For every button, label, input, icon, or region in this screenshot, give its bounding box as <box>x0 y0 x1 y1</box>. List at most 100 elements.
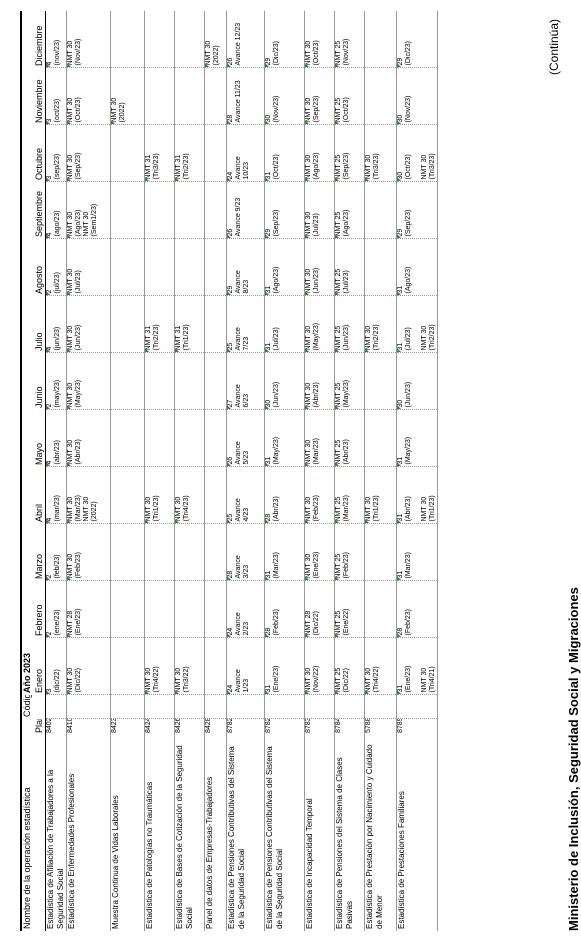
month-cell: NMT 30 (May/23) <box>66 353 111 410</box>
cell-line: (Ago/23) <box>75 209 82 237</box>
month-cell <box>174 182 205 239</box>
month-cell: 26 Avance 5/23 <box>226 410 265 467</box>
month-cell: 3 (oct/23) <box>45 68 67 125</box>
col-name-header: Nombre de la operación estadística <box>21 735 34 931</box>
cell-line: 4 <box>46 185 54 237</box>
cell-line: (Oct/23) <box>343 97 350 123</box>
cell-line: NMT 30 <box>305 641 313 693</box>
cell-line: (Tri4/22) <box>373 666 380 693</box>
cell-line: NMT 30 <box>83 496 90 522</box>
cell-line: (Mar/23) <box>343 495 350 522</box>
month-cell: NMT 30 (Abr/23) <box>304 353 335 410</box>
operation-code <box>45 695 67 719</box>
month-cell: 29 (Sep/23) <box>264 182 305 239</box>
cell-line: (Dic/23) <box>273 40 280 66</box>
month-header: Marzo <box>34 524 46 581</box>
month-cell: NMT 25 (Mar/23) <box>334 467 365 524</box>
operation-code <box>364 695 397 719</box>
cell-line: Avance <box>235 555 242 579</box>
operation-name: Estadística de Afiliación de Trabajadore… <box>45 735 67 931</box>
cell-line: 4 <box>46 299 54 351</box>
year-header: Año 2023 <box>21 11 34 695</box>
month-cell: 31 (Ago/23) <box>264 239 305 296</box>
cell-line: (jun/23) <box>54 326 61 351</box>
cell-line: (May/23) <box>75 379 82 408</box>
month-cell: NMT 30 (Oct/23) <box>304 11 335 68</box>
month-cell: 30 (Jun/23) <box>396 353 438 410</box>
plan-code: 8410 <box>66 719 111 735</box>
month-cell: 4 (mar/23) <box>45 467 67 524</box>
month-cell: NMT 25 (Ene/22) <box>334 581 365 638</box>
operation-code <box>334 695 365 719</box>
cell-line: 31 <box>397 527 405 579</box>
cell-line: 30 <box>265 71 273 123</box>
month-cell <box>204 125 227 182</box>
cell-line: NMT 30 <box>67 527 75 579</box>
cell-line: (May/23) <box>313 322 320 351</box>
cell-line: 26 <box>227 185 235 237</box>
cell-line: NMT 30 <box>67 356 75 408</box>
cell-line: (Tri3/23) <box>153 153 160 180</box>
month-cell: 31 (Ene/23) <box>264 638 305 695</box>
month-cell: NMT 25 (May/23) <box>334 353 365 410</box>
month-cell: NMT 25 (Jun/23) <box>334 296 365 353</box>
cell-line: 28 <box>227 71 235 123</box>
cell-line: NMT 31 <box>175 128 183 180</box>
month-cell <box>364 11 397 68</box>
month-cell <box>364 239 397 296</box>
cell-line: (Jul/23) <box>405 327 412 351</box>
cell-line: NMT 30 <box>305 470 313 522</box>
col-name-spacer <box>34 735 46 931</box>
cell-line: 31 <box>265 641 273 693</box>
cell-line: (Nov/23) <box>405 95 412 123</box>
cell-line: (Sep/23) <box>273 209 280 237</box>
cell-line: (Jul/23) <box>273 327 280 351</box>
month-cell: NMT 30 (May/23) <box>304 296 335 353</box>
cell-line: 10/23 <box>243 161 250 180</box>
month-cell <box>174 581 205 638</box>
cell-line: (ene/23) <box>54 609 61 636</box>
cell-line: NMT 30 <box>83 211 90 237</box>
cell-line <box>413 470 421 522</box>
month-cell: NMT 30 (Sep/23) <box>304 68 335 125</box>
cell-line: 31 <box>397 641 405 693</box>
cell-line: 25 <box>227 470 235 522</box>
cell-line: NMT 30 <box>421 325 428 351</box>
cell-line: (Mar/23) <box>273 552 280 579</box>
month-cell: 31 (May/23) <box>396 410 438 467</box>
month-cell: 4 (ago/23) <box>45 182 67 239</box>
month-cell <box>110 125 145 182</box>
cell-line: (Abr/23) <box>313 382 320 408</box>
plan-code-text: 8423 <box>111 719 118 733</box>
cell-line: (Dic/23) <box>405 40 412 66</box>
cell-line: NMT 30 <box>175 641 183 693</box>
month-cell: 30 (Oct/23) NMT 30 (Tri3/23) <box>396 125 438 182</box>
cell-line: NMT 30 <box>145 641 153 693</box>
month-cell: NMT 25 (Oct/23) <box>334 68 365 125</box>
cell-line: 30 <box>397 71 405 123</box>
plan-code-text: 8428 <box>205 719 212 733</box>
cell-line <box>413 299 421 351</box>
month-header: Diciembre <box>34 11 46 68</box>
cell-line: 2 <box>46 356 54 408</box>
month-cell: 31 (Abr/23) NMT 30 (Tri1/23) <box>396 467 438 524</box>
month-cell: NMT 30 (Feb/23) <box>304 467 335 524</box>
month-cell: 4 (abr/23) <box>45 410 67 467</box>
cell-line <box>413 641 421 693</box>
cell-line: NMT 25 <box>335 13 343 66</box>
month-cell: 28 Avance 11/23 <box>226 68 265 125</box>
month-cell: 26 Avance 9/23 <box>226 182 265 239</box>
month-cell <box>144 524 175 581</box>
table-row: Estadística de Pensiones del Sistema de … <box>334 11 365 931</box>
cell-line: Avance <box>235 384 242 408</box>
cell-line: (Tri1/23) <box>429 495 436 522</box>
cell-line: (ago/23) <box>54 210 61 237</box>
plan-code: 8424 <box>144 719 175 735</box>
month-cell <box>144 581 175 638</box>
cell-line: NMT 30 <box>305 299 313 351</box>
month-cell: NMT 31 (Tri2/23) <box>174 125 205 182</box>
operation-code <box>264 695 305 719</box>
cell-line: NMT 25 <box>335 299 343 351</box>
month-cell <box>174 68 205 125</box>
